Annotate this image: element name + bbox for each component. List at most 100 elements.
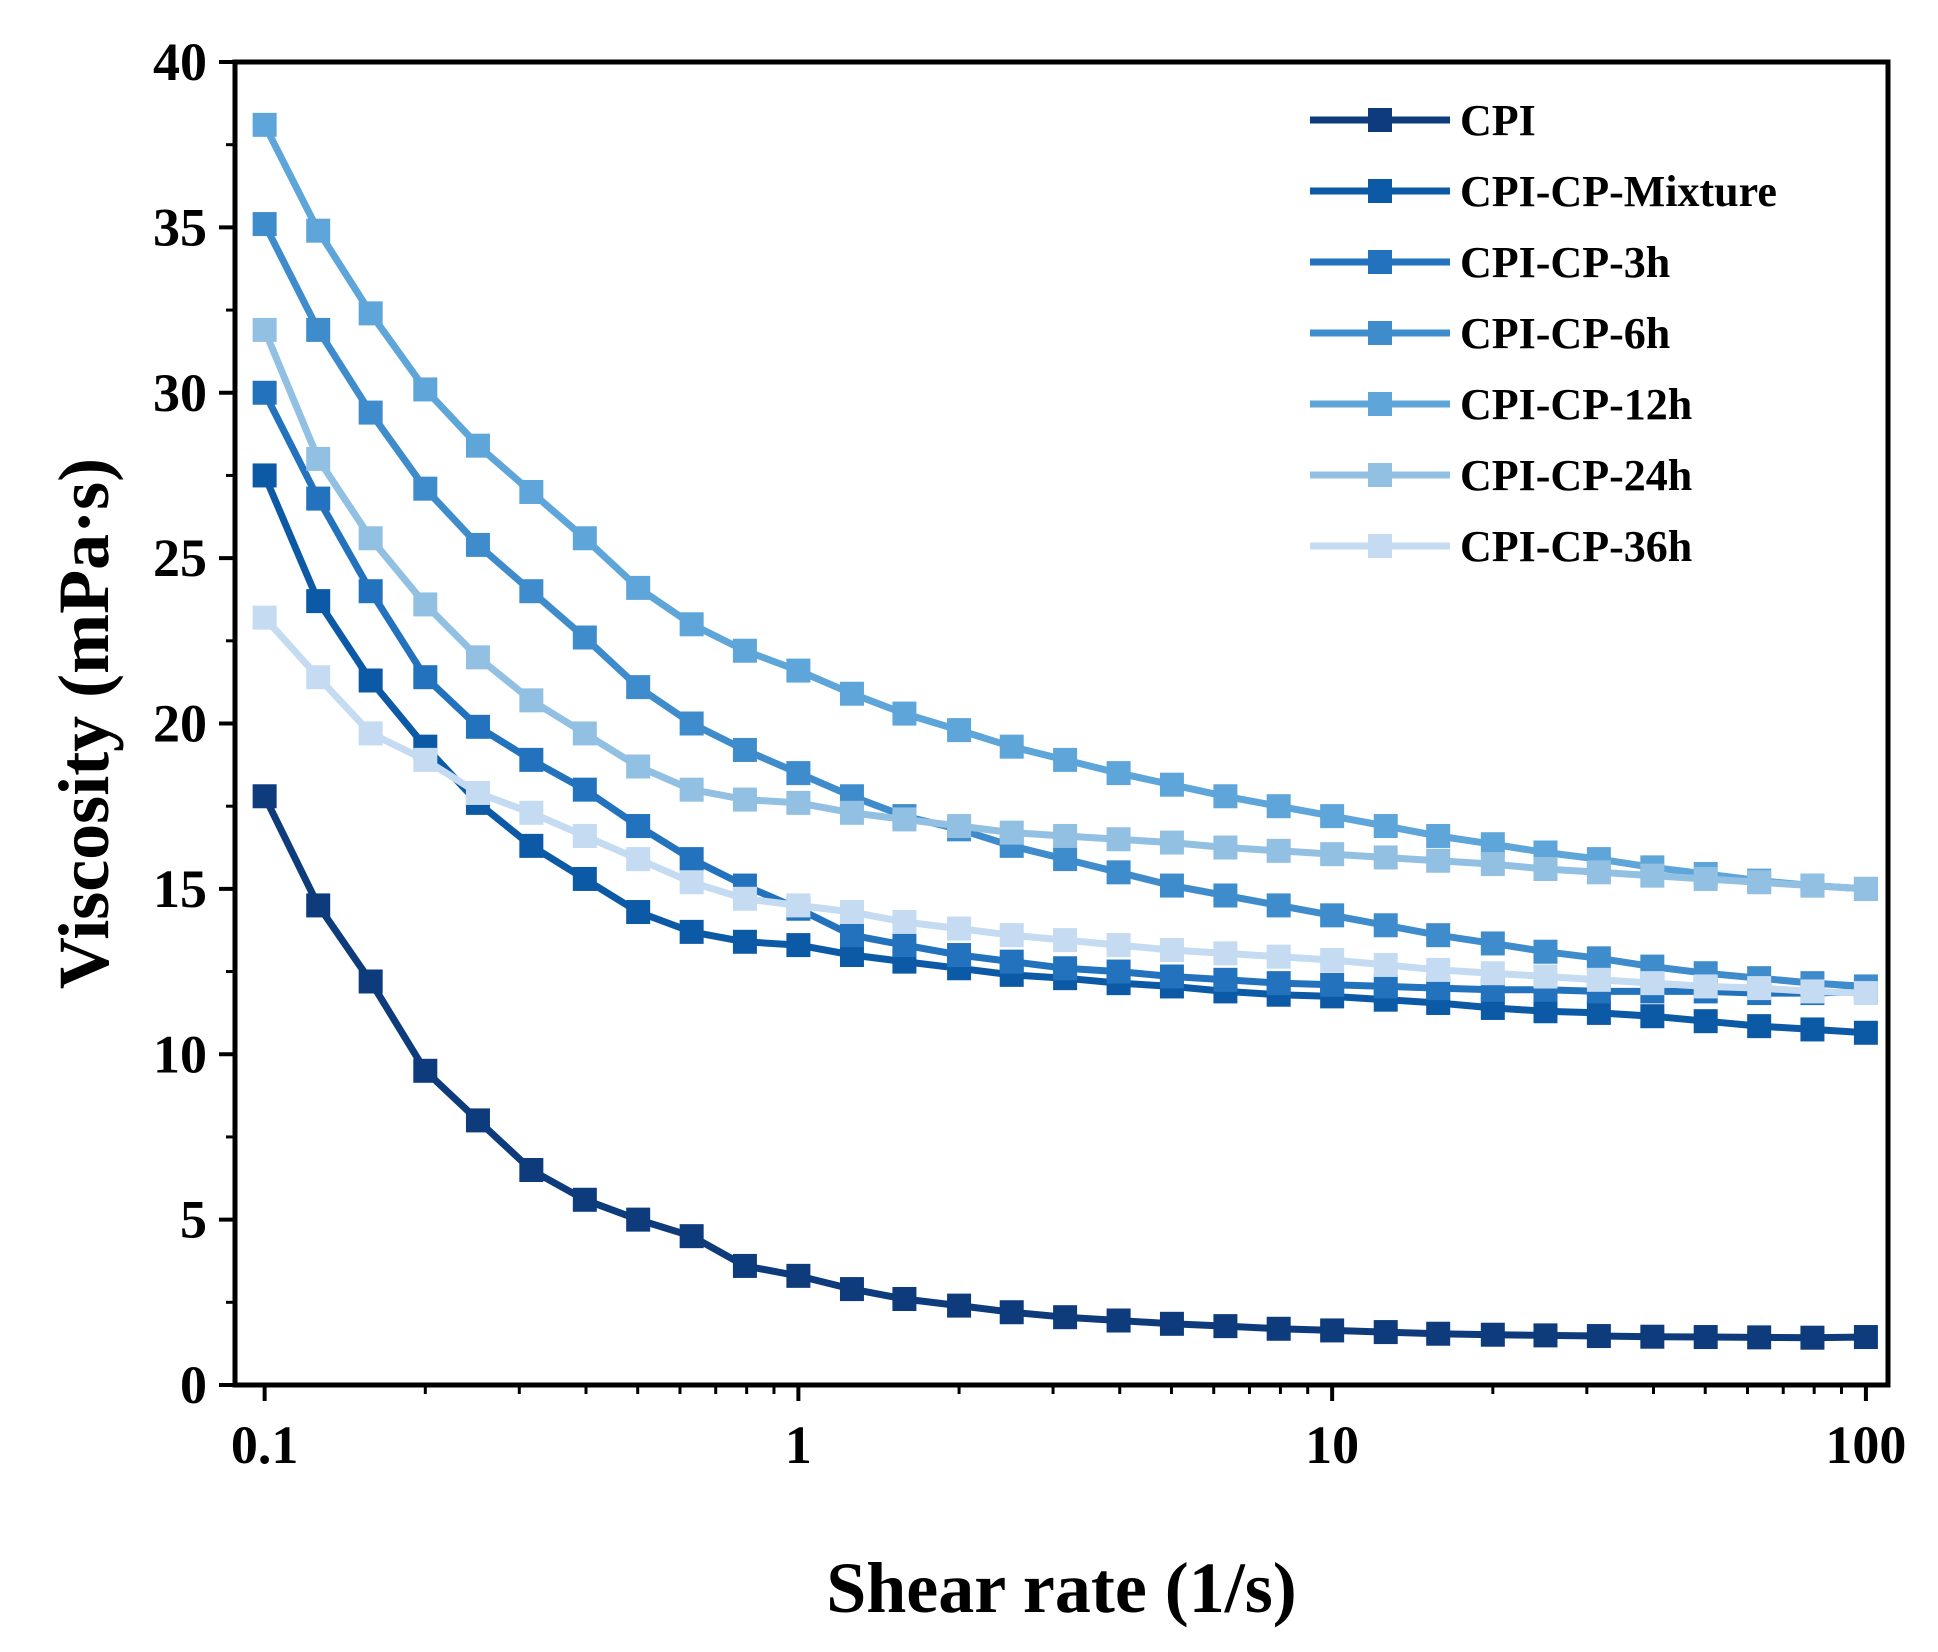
data-point [1800,979,1825,1004]
data-point [1533,1323,1558,1348]
data-point [786,893,811,918]
legend-entry: CPI-CP-24h [1310,451,1692,500]
data-point [358,400,383,425]
data-point [1373,974,1398,999]
data-point [626,575,651,600]
data-point [1480,1322,1505,1347]
data-point [732,929,757,954]
data-point [1533,999,1558,1024]
y-tick-label: 10 [153,1024,207,1084]
legend-entry: CPI-CP-6h [1310,309,1670,358]
data-point [413,592,438,617]
data-point [1213,784,1238,809]
data-point [1640,1004,1665,1029]
data-point [1426,848,1451,873]
data-point [1213,883,1238,908]
data-point [572,625,597,650]
data-point [1213,967,1238,992]
data-point [306,893,331,918]
data-point [1053,928,1078,953]
data-point [413,377,438,402]
data-point [572,526,597,551]
data-point [1373,913,1398,938]
data-point [999,949,1024,974]
legend-label: CPI-CP-3h [1460,238,1670,287]
series-line [261,794,1866,1342]
data-point [306,589,331,614]
legend-marker [1368,250,1392,274]
data-point [1747,1014,1772,1039]
y-tick-label: 20 [153,694,207,754]
data-point [1426,823,1451,848]
data-point [732,638,757,663]
data-point [306,218,331,243]
data-point [1159,1311,1184,1336]
legend-marker [1368,392,1392,416]
data-point [1106,860,1131,885]
data-point [679,612,704,637]
data-point [1213,1314,1238,1339]
data-point [572,823,597,848]
data-point [1320,972,1345,997]
data-point [679,919,704,944]
data-point [1693,974,1718,999]
data-point [519,579,544,604]
data-point [1053,1305,1078,1330]
data-point [626,900,651,925]
data-point [626,675,651,700]
legend-label: CPI-CP-24h [1460,451,1692,500]
data-point [1266,794,1291,819]
data-point [1159,830,1184,855]
legend-label: CPI-CP-Mixture [1460,167,1777,216]
data-point [1586,1000,1611,1025]
data-point [679,711,704,736]
series-CPI-CP-36h [252,605,1878,1006]
data-point [1853,1325,1878,1350]
legend-marker [1368,179,1392,203]
y-tick-label: 40 [153,32,207,92]
data-point [413,1058,438,1083]
data-point [306,446,331,471]
data-point [839,681,864,706]
data-point [1213,941,1238,966]
series-CPI [252,784,1878,1350]
data-point [786,933,811,958]
data-point [1106,933,1131,958]
data-point [786,790,811,815]
series-CPI-CP-24h [252,317,1878,901]
data-point [679,777,704,802]
data-point [1533,964,1558,989]
data-point [413,747,438,772]
data-point [947,814,972,839]
data-point [1640,971,1665,996]
y-axis-title: Viscosity (mPa·s) [44,458,124,989]
data-point [1320,1318,1345,1343]
x-axis-title: Shear rate (1/s) [826,1548,1297,1628]
data-point [358,721,383,746]
legend: CPI CPI-CP-Mixture CPI-CP-3h CPI-CP-6h CPI-C… [1310,96,1777,571]
data-point [1586,860,1611,885]
x-tick-label: 100 [1825,1415,1906,1475]
data-point [1159,772,1184,797]
data-point [1053,956,1078,981]
data-point [892,807,917,832]
data-point [947,718,972,743]
data-point [1747,1325,1772,1350]
y-tick-label: 35 [153,197,207,257]
data-point [1213,835,1238,860]
data-point [306,317,331,342]
data-point [1853,981,1878,1006]
data-point [1800,1325,1825,1350]
data-point [947,1293,972,1318]
data-point [892,933,917,958]
data-point [572,721,597,746]
data-point [1693,866,1718,891]
data-point [1853,876,1878,901]
data-point [413,476,438,501]
legend-entry: CPI-CP-Mixture [1310,167,1777,216]
data-point [947,916,972,941]
axis-ticks [219,60,1868,1401]
data-point [1053,747,1078,772]
series-layer [252,112,1878,1350]
data-point [1640,1324,1665,1349]
